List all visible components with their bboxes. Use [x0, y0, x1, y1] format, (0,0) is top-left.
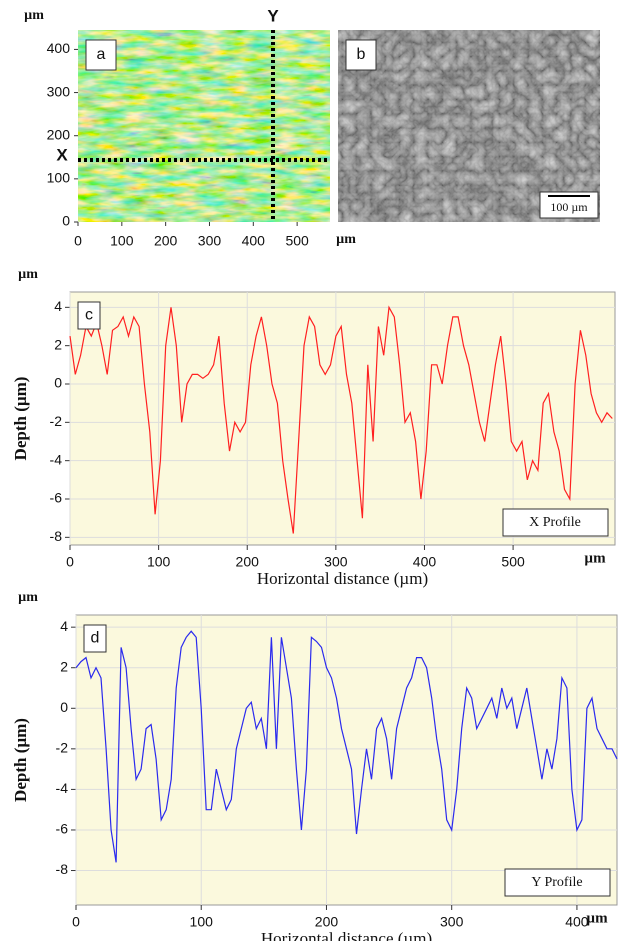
x-tick-label: 100 [110, 233, 134, 249]
x-unit: µm [586, 910, 608, 926]
y-tick-label: -2 [50, 413, 63, 429]
y-tick-label: 300 [47, 83, 71, 99]
legend-label: Y Profile [531, 875, 582, 890]
y-tick-label: 200 [47, 126, 71, 142]
y-tick-label: -2 [56, 740, 69, 756]
y-tick-label: 4 [54, 298, 62, 314]
legend-box [502, 508, 609, 537]
y-tick-label: 4 [60, 618, 68, 634]
profile-line [75, 630, 618, 863]
profile-line [69, 305, 613, 534]
y-tick-label: 400 [47, 40, 71, 56]
panel-label-box [83, 624, 107, 653]
y-tick-label: -8 [50, 528, 63, 544]
sem-image [338, 30, 600, 222]
x-tick-label: 0 [74, 233, 82, 249]
y-axis-title: Depth (µm) [11, 377, 30, 461]
panel-label: b [357, 46, 366, 63]
panel-label: c [85, 307, 93, 324]
x-axis-title: Horizontal distance (µm) [257, 569, 428, 588]
x-tick-label: 200 [154, 233, 178, 249]
x-tick-label: 300 [198, 233, 222, 249]
y-profile-label: Y [267, 6, 279, 25]
x-tick-label: 300 [440, 914, 464, 930]
x-profile-label: X [56, 145, 68, 164]
y-tick-label: 2 [54, 336, 62, 352]
y-unit: µm [24, 8, 44, 23]
y-unit: µm [18, 267, 38, 282]
x-tick-label: 500 [501, 554, 525, 570]
y-tick-label: 2 [60, 658, 68, 674]
y-tick-label: 0 [62, 213, 70, 229]
y-tick-label: 0 [54, 375, 62, 391]
x-tick-label: 100 [190, 914, 214, 930]
x-tick-label: 0 [72, 914, 80, 930]
legend-label: X Profile [529, 515, 581, 530]
panel-label-box [345, 39, 377, 71]
scale-bar-label: 100 µm [550, 200, 588, 214]
y-tick-label: -6 [50, 490, 63, 506]
x-tick-label: 500 [285, 233, 309, 249]
y-tick-label: -4 [50, 451, 63, 467]
x-unit: µm [584, 550, 606, 566]
plot-area [75, 614, 618, 906]
x-unit: µm [336, 232, 356, 247]
y-unit: µm [18, 590, 38, 605]
y-tick-label: 100 [47, 170, 71, 186]
panel-label-box [77, 301, 101, 330]
x-tick-label: 100 [147, 554, 171, 570]
panel-label-box [85, 39, 117, 71]
x-tick-label: 300 [324, 554, 348, 570]
panel-label: d [91, 630, 100, 647]
x-axis-title: Horizontal distance (µm) [261, 929, 432, 941]
x-tick-label: 200 [315, 914, 339, 930]
legend-box [504, 868, 611, 897]
x-tick-label: 0 [66, 554, 74, 570]
plot-area [69, 291, 616, 546]
x-tick-label: 400 [565, 914, 589, 930]
y-axis-title: Depth (µm) [11, 718, 30, 802]
x-tick-label: 400 [413, 554, 437, 570]
y-tick-label: -8 [56, 861, 69, 877]
y-tick-label: 0 [60, 699, 68, 715]
x-tick-label: 200 [236, 554, 260, 570]
panel-label: a [97, 46, 106, 63]
y-tick-label: -4 [56, 780, 69, 796]
y-tick-label: -6 [56, 821, 69, 837]
height-map [78, 30, 330, 222]
x-tick-label: 400 [242, 233, 266, 249]
